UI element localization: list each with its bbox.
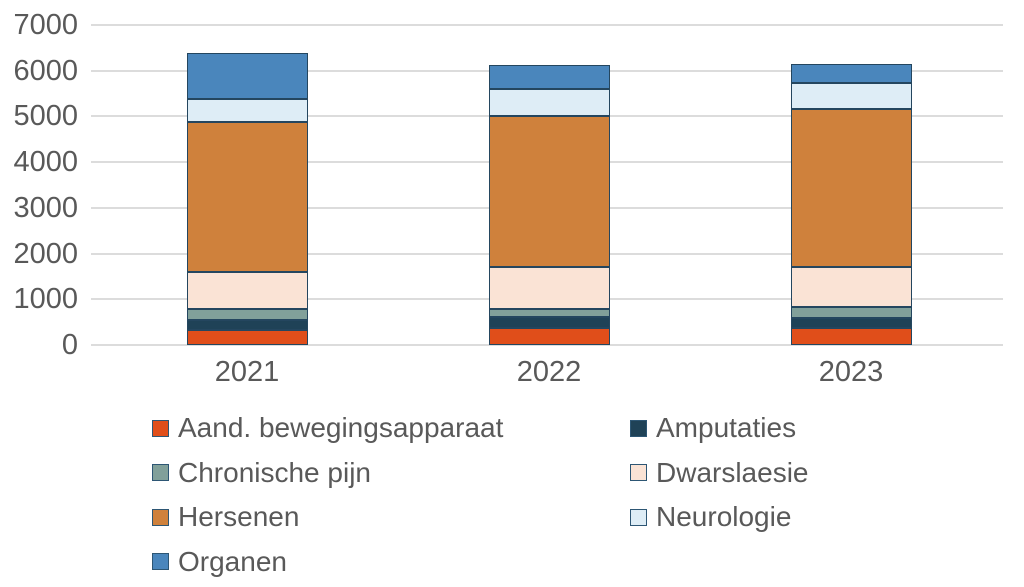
bar-segment-2023-neurologie <box>790 82 912 110</box>
legend-swatch-icon <box>630 508 647 526</box>
bar-segment-2023-aand-bewegingsapparaat <box>790 328 912 345</box>
gridline-7000 <box>91 24 1003 26</box>
y-axis-tick-label: 3000 <box>13 191 78 224</box>
bar-segment-2023-organen <box>790 64 912 83</box>
legend-item-amputaties: Amputaties <box>630 412 796 444</box>
bar-segment-2021-neurologie <box>186 99 308 123</box>
y-axis-tick-label: 7000 <box>13 9 78 41</box>
legend-item-hersenen: Hersenen <box>152 501 299 533</box>
legend-label: Neurologie <box>656 501 792 532</box>
y-axis-tick-label: 4000 <box>13 146 78 179</box>
x-axis-category-label: 2022 <box>516 356 582 388</box>
legend-swatch-icon <box>630 419 647 437</box>
legend-label: Aand. bewegingsapparaat <box>178 412 504 443</box>
legend-label: Organen <box>178 545 287 577</box>
bar-segment-2021-chronische-pijn <box>186 308 308 321</box>
bar-segment-2022-chronische-pijn <box>488 308 610 317</box>
gridline-0 <box>91 344 1003 346</box>
x-axis-category-label: 2023 <box>818 356 884 388</box>
bar-segment-2023-dwarslaesie <box>790 267 912 308</box>
legend-label: Amputaties <box>656 412 797 443</box>
legend-swatch-icon <box>152 508 169 526</box>
bar-segment-2021-aand-bewegingsapparaat <box>186 329 308 345</box>
legend-swatch-icon <box>152 419 169 437</box>
legend-label: Chronische pijn <box>178 456 371 488</box>
bar-segment-2021-organen <box>186 52 308 100</box>
legend-item-chronische-pijn: Chronische pijn <box>152 457 371 489</box>
y-axis-tick-label: 0 <box>61 329 78 361</box>
legend-swatch-icon <box>630 464 647 481</box>
x-axis-category-label: 2021 <box>214 356 280 388</box>
bar-segment-2023-chronische-pijn <box>790 307 912 318</box>
bar-segment-2021-dwarslaesie <box>186 271 308 309</box>
legend-swatch-icon <box>152 553 169 570</box>
legend-swatch-icon <box>152 464 169 481</box>
bar-segment-2022-neurologie <box>488 89 610 116</box>
legend-item-dwarslaesie: Dwarslaesie <box>630 457 809 489</box>
bar-segment-2022-organen <box>488 64 610 89</box>
legend-label: Hersenen <box>178 501 300 532</box>
bar-segment-2022-amputaties <box>488 316 610 328</box>
y-axis-tick-label: 2000 <box>13 237 78 270</box>
bar-segment-2022-aand-bewegingsapparaat <box>488 327 610 345</box>
legend-item-neurologie: Neurologie <box>630 501 791 533</box>
legend-label: Dwarslaesie <box>656 456 809 488</box>
bar-segment-2023-hersenen <box>790 109 912 268</box>
bar-segment-2021-amputaties <box>186 320 308 330</box>
bar-segment-2021-hersenen <box>186 122 308 272</box>
y-axis-tick-label: 1000 <box>13 283 78 316</box>
bar-segment-2022-dwarslaesie <box>488 267 610 309</box>
bar-segment-2022-hersenen <box>488 115 610 268</box>
bar-segment-2023-amputaties <box>790 317 912 329</box>
y-axis-tick-label: 5000 <box>13 100 78 133</box>
y-axis-tick-label: 6000 <box>13 54 78 87</box>
legend-item-organen: Organen <box>152 546 287 578</box>
legend-item-aand-bewegingsapparaat: Aand. bewegingsapparaat <box>152 412 503 444</box>
